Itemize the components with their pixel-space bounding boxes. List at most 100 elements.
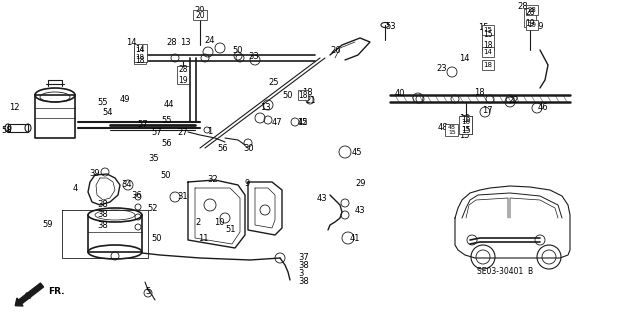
FancyBboxPatch shape: [524, 9, 536, 27]
Text: 52: 52: [147, 204, 158, 212]
Text: 50: 50: [151, 234, 162, 243]
Text: 23: 23: [437, 63, 447, 73]
FancyBboxPatch shape: [298, 90, 308, 100]
Text: 56: 56: [217, 143, 228, 153]
FancyBboxPatch shape: [134, 44, 146, 62]
Text: 29: 29: [355, 179, 365, 188]
Text: 40: 40: [394, 89, 405, 98]
Text: 31: 31: [177, 191, 187, 201]
Text: 14
18: 14 18: [136, 46, 144, 60]
Text: 19: 19: [528, 22, 536, 28]
Text: 1: 1: [207, 126, 212, 135]
Text: 50: 50: [160, 171, 170, 180]
Text: 9: 9: [245, 179, 251, 188]
Text: 28: 28: [517, 2, 528, 11]
FancyBboxPatch shape: [460, 116, 472, 134]
Text: 55: 55: [98, 98, 108, 107]
Text: 36: 36: [131, 190, 142, 199]
Text: 15: 15: [297, 117, 307, 126]
Text: 41: 41: [350, 234, 360, 243]
Text: 43: 43: [316, 194, 327, 203]
Text: 15: 15: [483, 27, 492, 33]
Text: 24: 24: [204, 36, 215, 44]
Text: 16
15: 16 15: [461, 115, 471, 135]
Text: 10: 10: [214, 218, 225, 227]
Text: 37: 37: [298, 252, 309, 261]
FancyBboxPatch shape: [134, 46, 146, 64]
Text: 44: 44: [164, 100, 175, 108]
Text: 11: 11: [198, 234, 208, 243]
Text: 18: 18: [483, 62, 493, 68]
FancyBboxPatch shape: [193, 10, 207, 20]
Text: 38: 38: [97, 199, 108, 209]
Text: 17: 17: [482, 106, 493, 115]
FancyBboxPatch shape: [482, 30, 494, 50]
Text: 55: 55: [162, 116, 172, 124]
Ellipse shape: [381, 22, 389, 28]
FancyBboxPatch shape: [482, 47, 494, 57]
Text: 57: 57: [138, 119, 148, 129]
Text: 43: 43: [355, 205, 365, 214]
Text: 38: 38: [298, 260, 309, 269]
Text: 20: 20: [195, 5, 205, 14]
Text: 14: 14: [459, 53, 469, 62]
Text: 57: 57: [151, 127, 162, 137]
Text: 46: 46: [538, 102, 548, 111]
Text: 2: 2: [196, 218, 201, 227]
Text: 32: 32: [207, 174, 218, 183]
Text: 22: 22: [508, 95, 519, 105]
Text: 19: 19: [533, 21, 543, 30]
Text: 51: 51: [225, 225, 235, 234]
Text: 13: 13: [180, 37, 191, 46]
FancyArrow shape: [15, 283, 44, 306]
Text: 27: 27: [177, 127, 187, 137]
Text: 5: 5: [145, 287, 151, 297]
Text: 50: 50: [232, 45, 242, 54]
Text: 50: 50: [282, 91, 293, 100]
Text: 56: 56: [162, 139, 172, 148]
FancyBboxPatch shape: [177, 66, 189, 84]
Text: 25: 25: [268, 77, 278, 86]
Text: 12: 12: [9, 102, 20, 111]
Text: 18: 18: [302, 87, 312, 97]
Text: 16
15: 16 15: [461, 118, 471, 132]
Text: 59: 59: [42, 220, 53, 228]
Text: 47: 47: [272, 117, 283, 126]
FancyBboxPatch shape: [459, 116, 473, 134]
Text: 33: 33: [248, 52, 259, 60]
Text: 38: 38: [97, 210, 108, 219]
Text: 42: 42: [297, 117, 308, 126]
Text: 26: 26: [330, 45, 341, 54]
FancyBboxPatch shape: [445, 124, 459, 136]
Text: 28
19: 28 19: [178, 65, 188, 85]
FancyBboxPatch shape: [482, 60, 494, 70]
FancyBboxPatch shape: [482, 25, 494, 35]
Text: 28: 28: [167, 37, 177, 46]
Text: 38: 38: [97, 220, 108, 229]
Text: 49: 49: [120, 94, 131, 103]
Text: 3: 3: [298, 268, 304, 277]
Text: 45: 45: [352, 148, 362, 156]
Text: 28
19: 28 19: [525, 8, 535, 28]
Text: 48: 48: [437, 123, 448, 132]
Text: 20: 20: [195, 11, 205, 20]
Text: 21: 21: [305, 95, 316, 105]
Text: 16: 16: [459, 114, 469, 123]
Text: 48
15: 48 15: [448, 124, 456, 135]
Text: 39: 39: [90, 169, 100, 178]
Text: SE03-30401  B: SE03-30401 B: [477, 268, 533, 276]
Text: 14: 14: [126, 37, 136, 46]
Text: 15: 15: [478, 22, 488, 31]
Text: 53: 53: [385, 21, 396, 30]
Text: 15: 15: [459, 131, 469, 140]
Text: 54: 54: [102, 108, 113, 116]
Text: 38: 38: [298, 276, 309, 285]
Text: 13: 13: [260, 102, 271, 111]
Text: 28: 28: [528, 7, 536, 13]
FancyBboxPatch shape: [526, 20, 538, 30]
Text: 18: 18: [474, 87, 485, 97]
Text: 14
18: 14 18: [135, 45, 144, 65]
Text: 34: 34: [121, 180, 132, 188]
Text: 14: 14: [483, 49, 492, 55]
Text: 30: 30: [243, 143, 254, 153]
